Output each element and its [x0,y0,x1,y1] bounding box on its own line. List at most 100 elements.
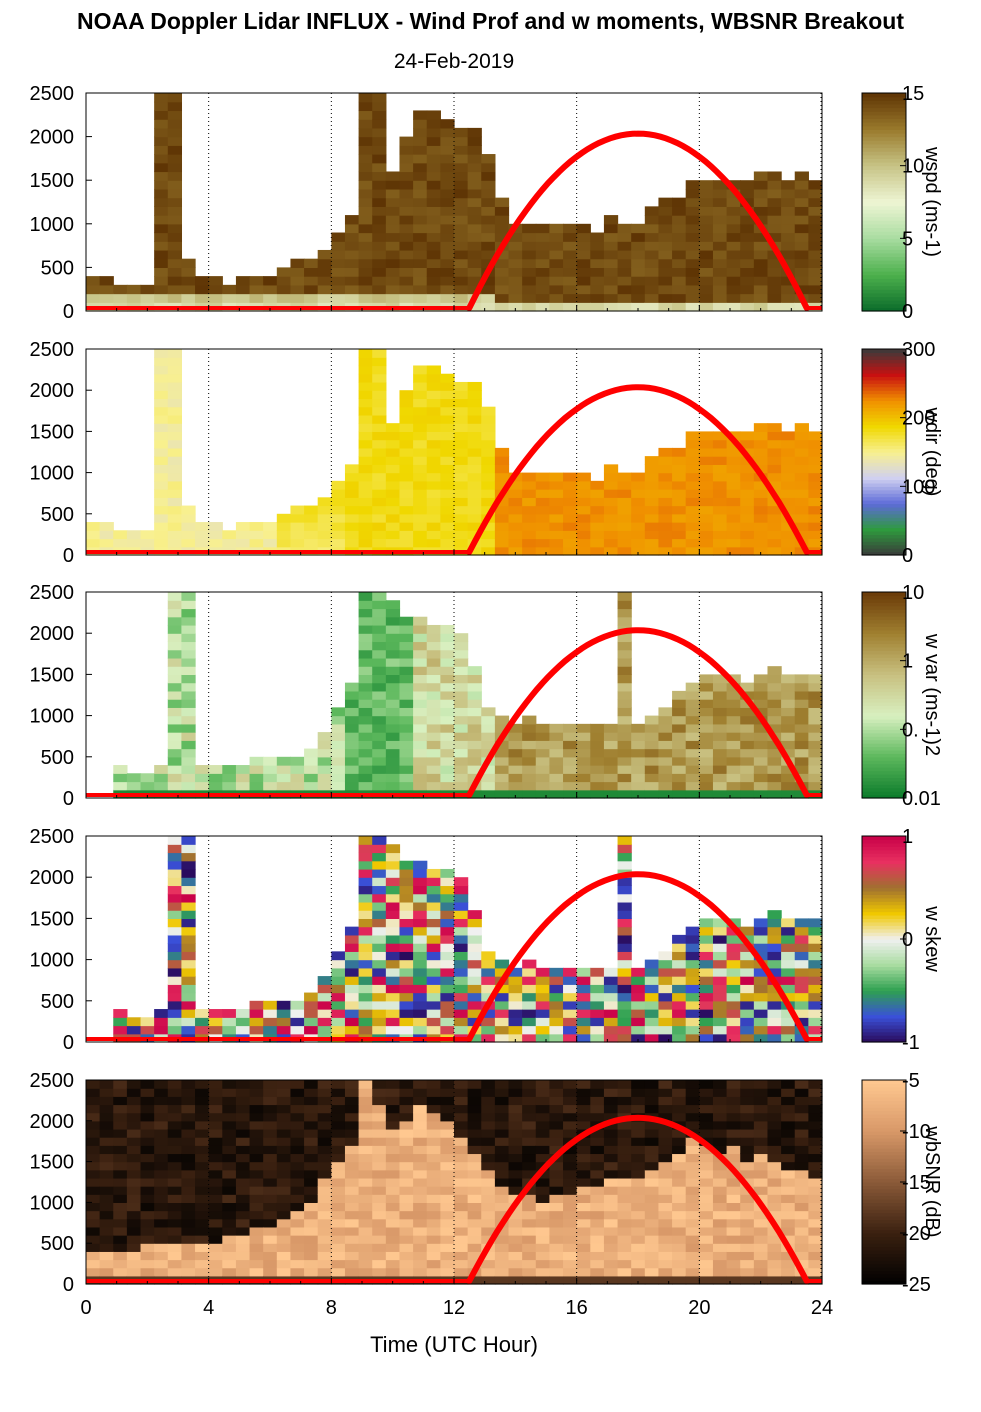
heatmap-cell [358,390,373,400]
heatmap-cell [222,1267,237,1277]
heatmap-cell [590,1259,605,1269]
heatmap-cell [290,530,305,540]
heatmap-cell [699,284,714,295]
heatmap-cell [208,1226,223,1236]
heatmap-cell [385,1137,401,1146]
heatmap-cell [481,1153,496,1163]
heatmap-cell [617,901,632,911]
heatmap-cell [603,1145,619,1155]
heatmap-cell [167,666,183,675]
heatmap-cell [563,732,578,741]
colorbar-tick-label: 0 [902,301,913,323]
heatmap-cell [358,1161,373,1171]
heatmap-cell [685,1251,700,1261]
heatmap-cell [644,1235,660,1244]
heatmap-cell [563,1009,578,1018]
heatmap-cell [699,1226,714,1236]
heatmap-cell [685,789,700,799]
heatmap-cell [99,1218,114,1228]
heatmap-cell [454,1017,469,1027]
heatmap-cell [440,740,455,750]
colorbar-tick-label: 200 [902,408,935,430]
heatmap-cell [263,530,278,540]
colorbar-segment [862,307,906,312]
heatmap-cell [576,732,591,741]
colorbar-segment [862,1151,906,1156]
heatmap-cell [154,398,169,408]
heatmap-cell [617,1104,632,1114]
heatmap-cell [154,162,169,173]
heatmap-cell [167,1025,183,1035]
heatmap-cell [331,1243,346,1252]
heatmap-cell [372,901,387,911]
heatmap-cell [549,505,564,515]
heatmap-cell [249,773,264,783]
heatmap-cell [99,1243,114,1252]
heatmap-cell [358,206,373,216]
heatmap-cell [154,232,169,242]
heatmap-cell [753,748,769,758]
heatmap-cell [317,1210,332,1220]
heatmap-cell [563,1259,578,1269]
heatmap-cell [481,1033,496,1043]
heatmap-cells [113,592,823,799]
heatmap-cell [767,447,782,457]
heatmap-cell [426,206,441,216]
colorbar-segment [862,352,906,357]
heatmap-cell [522,522,537,531]
heatmap-cell [167,1153,183,1163]
heatmap-cell [154,373,169,383]
heatmap-cell [385,249,401,260]
heatmap-cell [576,546,591,556]
heatmap-cell [358,1120,373,1130]
heatmap-cell [767,188,782,199]
heatmap-cell [413,657,428,667]
heatmap-cell [358,276,373,286]
heatmap-cell [563,522,578,531]
colorbar-segment [862,780,906,785]
heatmap-cell [222,1259,237,1269]
heatmap-cell [440,666,455,675]
colorbar-segment [862,956,906,961]
heatmap-cell [781,497,796,507]
heatmap-cell [726,530,741,540]
heatmap-cell [372,1088,387,1097]
heatmap-cell [808,456,823,465]
heatmap-cell [712,992,728,1002]
heatmap-cell [467,145,482,155]
heatmap-cell [358,1243,373,1252]
heatmap-cell [794,1112,809,1122]
heatmap-cell [276,1096,292,1106]
heatmap-cell [413,439,428,449]
heatmap-cell [440,1267,455,1277]
heatmap-cell [576,1186,591,1195]
heatmap-cell [549,258,564,268]
heatmap-cell [781,1104,796,1114]
heatmap-cell [358,608,373,618]
heatmap-cell [358,748,373,758]
heatmap-cell [617,910,632,919]
heatmap-cell [522,1267,537,1277]
heatmap-cell [494,1033,510,1043]
heatmap-cell [399,456,414,465]
heatmap-cell [440,781,455,791]
heatmap-cell [658,1267,673,1277]
heatmap-cell [454,976,469,985]
heatmap-cell [208,765,223,774]
heatmap-cell [331,715,346,725]
heatmap-cell [331,1017,346,1027]
heatmap-cell [413,538,428,548]
colorbar-segment [862,469,906,474]
heatmap-cell [208,1259,223,1269]
heatmap-cell [317,267,332,277]
heatmap-cell [603,267,619,277]
heatmap-cell [631,489,646,498]
heatmap-cell [753,690,769,700]
heatmap-cell [372,781,387,791]
heatmap-cell [617,1194,632,1203]
heatmap-cell [167,293,183,303]
heatmap-cell [658,513,673,523]
heatmap-cell [590,992,605,1002]
heatmap-cell [426,1243,441,1252]
heatmap-cell [222,530,237,540]
